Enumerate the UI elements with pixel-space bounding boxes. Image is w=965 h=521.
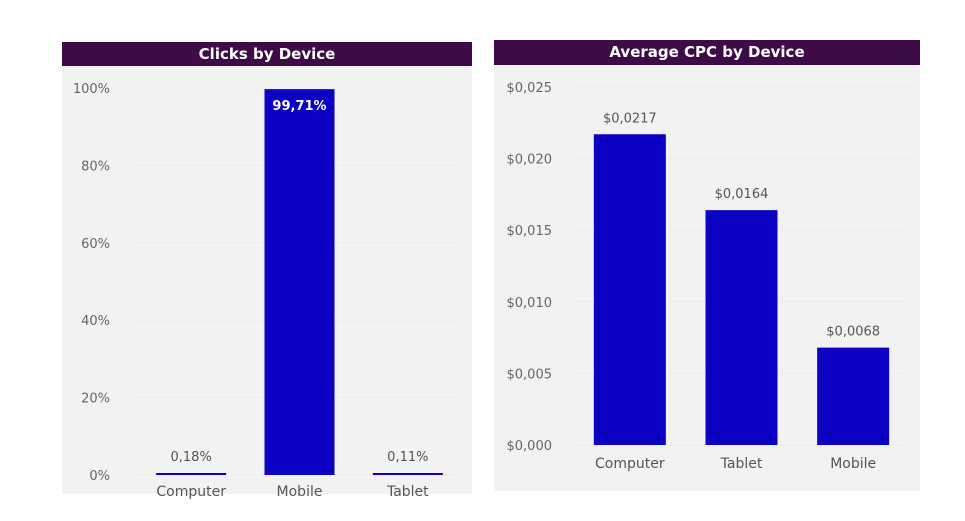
y-tick-label: $0,000 xyxy=(507,439,553,454)
average-cpc-by-device-chart: $0,000 $0,005 $0,010 $0,015 $0,020 $0,025 $0,0… xyxy=(507,81,909,472)
bar[interactable] xyxy=(372,473,443,475)
y-tick-label: $0,015 xyxy=(507,224,553,239)
data-label: $0,0217 xyxy=(603,111,657,126)
category-label: Computer xyxy=(595,456,665,472)
y-tick-label: $0,005 xyxy=(507,367,553,382)
y-tick-label: $0,020 xyxy=(507,153,553,168)
category-label: Tablet xyxy=(720,456,763,472)
category-label: Computer xyxy=(156,484,226,500)
bar[interactable] xyxy=(817,347,890,445)
average-cpc-by-device-panel: Average CPC by Device $0,000 $0,005 $0,010… xyxy=(494,40,920,491)
bar[interactable] xyxy=(593,134,666,446)
bar[interactable] xyxy=(705,210,778,445)
data-label: 0,18% xyxy=(171,450,212,465)
category-label: Mobile xyxy=(830,456,876,472)
y-tick-label: 100% xyxy=(73,82,110,97)
data-label: 0,11% xyxy=(387,450,428,465)
category-label: Tablet xyxy=(386,484,429,500)
y-tick-label: 20% xyxy=(81,392,110,407)
data-label: $0,0164 xyxy=(715,187,769,202)
data-label: 99,71% xyxy=(272,99,326,114)
bar[interactable] xyxy=(264,89,335,475)
clicks-by-device-panel: Clicks by Device 0% 20% 40% 60% 80% 100% 0,18%… xyxy=(62,42,472,500)
y-tick-label: 0% xyxy=(89,469,110,484)
clicks-by-device-chart: 0% 20% 40% 60% 80% 100% 0,18% Computer 99,71% Mob… xyxy=(73,82,462,500)
chart-title: Clicks by Device xyxy=(62,42,472,66)
chart-title: Average CPC by Device xyxy=(494,40,920,65)
y-tick-label: $0,025 xyxy=(507,81,553,96)
y-tick-label: 40% xyxy=(81,314,110,329)
y-tick-label: 60% xyxy=(81,237,110,252)
category-label: Mobile xyxy=(277,484,323,500)
y-tick-label: $0,010 xyxy=(507,296,553,311)
y-tick-label: 80% xyxy=(81,159,110,174)
bar[interactable] xyxy=(156,473,227,475)
data-label: $0,0068 xyxy=(826,325,880,340)
